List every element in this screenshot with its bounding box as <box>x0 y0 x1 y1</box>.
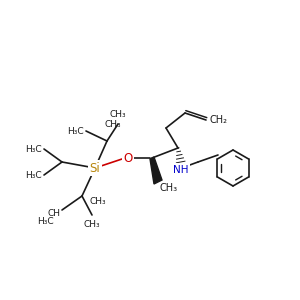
Text: CH₃: CH₃ <box>90 196 106 206</box>
Text: CH₃: CH₃ <box>160 183 178 193</box>
Text: H₃C: H₃C <box>26 145 42 154</box>
Polygon shape <box>150 157 162 184</box>
Text: H₃C: H₃C <box>68 127 84 136</box>
Text: Si: Si <box>90 161 101 175</box>
Text: CH₃: CH₃ <box>110 110 126 119</box>
Text: CH₃: CH₃ <box>84 220 100 229</box>
Text: NH: NH <box>173 165 189 175</box>
Text: H₃C: H₃C <box>38 217 54 226</box>
Text: CH: CH <box>47 208 60 217</box>
Text: H₃C: H₃C <box>26 170 42 179</box>
Text: CH₃: CH₃ <box>105 120 121 129</box>
Text: O: O <box>123 152 133 164</box>
Text: CH₂: CH₂ <box>210 115 228 125</box>
